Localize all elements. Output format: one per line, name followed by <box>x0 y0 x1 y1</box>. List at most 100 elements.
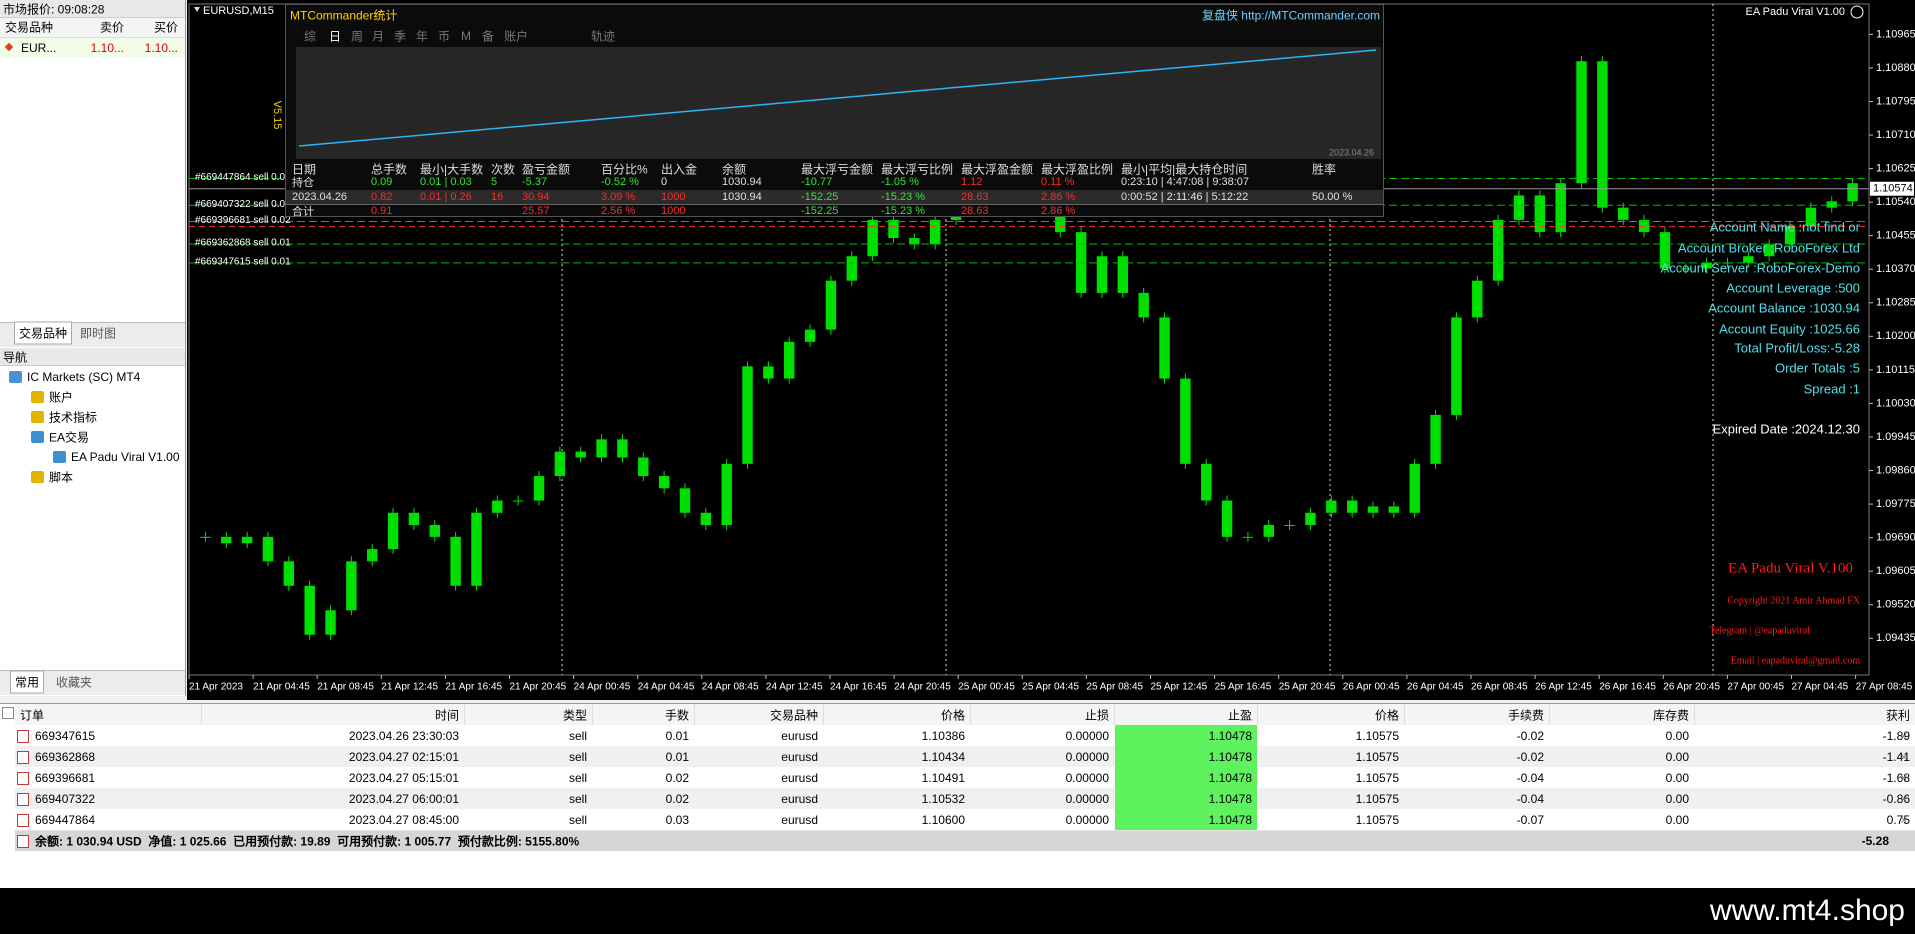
close-order[interactable]: × <box>1900 771 1908 785</box>
candle <box>1576 61 1587 184</box>
order-row[interactable] <box>15 767 1915 789</box>
order-row[interactable] <box>15 788 1915 810</box>
left-panel: 市场报价: 09:08:28 交易品种 卖价 买价 EUR... 1.10... 1.10.… <box>0 0 186 696</box>
version: V5.15 <box>271 100 283 130</box>
tab[interactable]: 交易品种 <box>14 321 73 345</box>
order-icon <box>17 814 29 827</box>
tab[interactable]: 即时图 <box>80 326 117 341</box>
tab[interactable]: 常用 <box>10 670 45 694</box>
stats-cell: -15.23 % <box>881 205 926 217</box>
stats-cell: 30.94 <box>522 191 550 203</box>
order-cell: -0.02 <box>1516 750 1544 764</box>
tab[interactable]: 收藏夹 <box>56 675 93 690</box>
candle <box>387 512 399 550</box>
tree-icon <box>53 451 66 463</box>
candle <box>1284 525 1295 527</box>
order-cell: 669396681 <box>35 771 96 785</box>
stats-header: 最小|大手数 <box>420 162 484 177</box>
order-cell: -0.04 <box>1516 771 1544 785</box>
stats-site[interactable]: 复盘侠 http://MTCommander.com <box>1201 8 1380 23</box>
order-cell: eurusd <box>781 792 818 806</box>
x-tick-label: 27 Apr 04:45 <box>1792 682 1849 693</box>
order-icon <box>17 793 29 806</box>
x-tick-label: 26 Apr 08:45 <box>1471 682 1528 693</box>
tree-item[interactable]: IC Markets (SC) MT4 <box>27 370 141 384</box>
column-header: 止损 <box>1084 708 1109 723</box>
candle <box>658 476 670 489</box>
tree-item[interactable]: EA Padu Viral V1.00 <box>71 450 180 464</box>
info-line: Spread :1 <box>1804 381 1860 396</box>
candle <box>1451 317 1462 415</box>
close-order[interactable]: × <box>1900 813 1908 827</box>
candle <box>804 329 816 342</box>
candle <box>1597 61 1608 208</box>
stats-tab[interactable]: 轨迹 <box>591 29 616 44</box>
stats-tab[interactable]: 周 <box>351 29 364 44</box>
order-cell: 0.75 <box>1886 813 1910 827</box>
column-header: 库存费 <box>1652 708 1689 723</box>
stats-tab[interactable]: 备 <box>482 29 495 44</box>
candle <box>304 585 315 635</box>
stats-cell: 16 <box>491 191 504 203</box>
stats-tab[interactable]: 币 <box>438 29 451 44</box>
close-order[interactable]: × <box>1900 750 1908 764</box>
column-header: 卖价 <box>99 20 124 35</box>
candle <box>1513 195 1525 220</box>
tree-item[interactable]: 技术指标 <box>49 410 98 425</box>
order-cell: 0.00 <box>1665 750 1689 764</box>
stats-cell: 1030.94 <box>722 191 762 203</box>
close-order[interactable]: × <box>1900 792 1908 806</box>
stats-header: 盈亏金额 <box>522 162 571 177</box>
candle <box>241 536 253 544</box>
candle <box>1805 207 1817 226</box>
y-tick-label: 1.09520 <box>1876 599 1915 611</box>
watermark: www.mt4.shop <box>1709 894 1905 927</box>
brand-line: Email | eapaduviral@gmail.com <box>1731 655 1860 666</box>
candle <box>763 366 774 379</box>
close-order[interactable]: × <box>1900 729 1908 743</box>
tree-icon <box>31 431 44 443</box>
stats-tab[interactable]: M <box>461 29 471 43</box>
brand-line: Telegram | @eapaduviral <box>1710 625 1811 636</box>
order-cell: 0.01 <box>665 750 689 764</box>
bid-box <box>1870 181 1914 196</box>
candle <box>200 536 211 538</box>
info-line: Account Leverage :500 <box>1726 280 1860 295</box>
stats-cell: 28.63 <box>961 205 989 217</box>
stats-cell: 2.86 % <box>1041 191 1076 203</box>
order-row[interactable] <box>15 725 1915 747</box>
stats-tab[interactable]: 日 <box>329 29 342 44</box>
order-cell: eurusd <box>781 771 818 785</box>
order-cell: 1.10575 <box>1355 771 1399 785</box>
symbol-row[interactable] <box>0 38 185 57</box>
tree-item[interactable]: 账户 <box>49 390 74 405</box>
y-tick-label: 1.10625 <box>1876 162 1915 174</box>
stats-tab[interactable]: 账户 <box>504 29 529 44</box>
candle <box>1763 244 1775 257</box>
stats-tab[interactable]: 月 <box>372 29 385 44</box>
y-tick-label: 1.10540 <box>1876 196 1915 208</box>
tree-item[interactable]: EA交易 <box>49 430 90 445</box>
order-row[interactable] <box>15 746 1915 768</box>
candle <box>700 512 712 526</box>
stats-tab[interactable]: 综 <box>304 29 317 44</box>
tree-item[interactable]: 脚本 <box>49 470 74 485</box>
y-tick-label: 1.10200 <box>1876 330 1915 342</box>
order-cell: sell <box>568 729 587 743</box>
order-cell: 0.00 <box>1665 729 1689 743</box>
stats-cell: 持仓 <box>292 177 314 189</box>
x-tick-label: 24 Apr 08:45 <box>702 682 759 693</box>
candle <box>1346 500 1358 513</box>
stats-tab[interactable]: 年 <box>416 29 429 44</box>
candle <box>512 500 524 502</box>
stats-header: 百分比% <box>601 162 648 177</box>
order-cell: sell <box>568 813 587 827</box>
stats-tab[interactable]: 季 <box>394 29 407 44</box>
tp-cell <box>1115 746 1257 767</box>
candle <box>1409 463 1420 513</box>
order-row[interactable] <box>15 809 1915 831</box>
candle <box>679 488 691 513</box>
candle <box>1638 219 1650 233</box>
order-cell: 1.10575 <box>1355 750 1399 764</box>
candle <box>471 512 482 586</box>
